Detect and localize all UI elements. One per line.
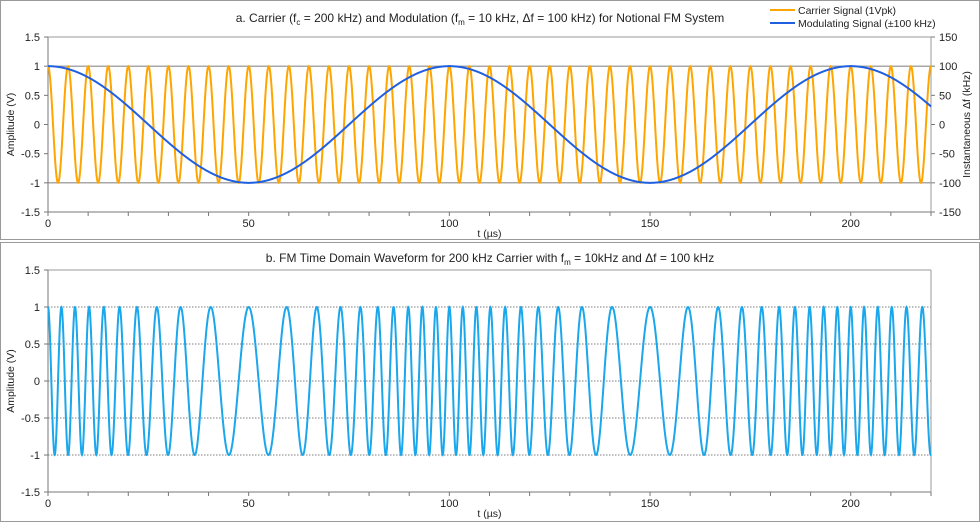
y2-tick-label: 50 bbox=[939, 90, 951, 102]
chart-title: a. Carrier (fc = 200 kHz) and Modulation… bbox=[236, 11, 725, 27]
panel-b-border bbox=[0, 242, 980, 522]
chart-title: b. FM Time Domain Waveform for 200 kHz C… bbox=[266, 251, 714, 267]
x-tick-label: 50 bbox=[243, 218, 255, 230]
y2-tick-label: 100 bbox=[939, 61, 957, 73]
y-tick-label: -0.5 bbox=[21, 149, 40, 161]
title-part: a. Carrier (f bbox=[236, 11, 297, 25]
legend-label: Carrier Signal (1Vpk) bbox=[798, 5, 896, 17]
x-tick-label: 100 bbox=[440, 498, 458, 510]
x-tick-label: 200 bbox=[842, 498, 860, 510]
x-tick-label: 150 bbox=[641, 218, 659, 230]
panel-a: a. Carrier (fc = 200 kHz) and Modulation… bbox=[5, 5, 973, 240]
y-tick-label: 1 bbox=[34, 61, 40, 73]
series-line-fm-waveform bbox=[47, 304, 932, 458]
title-subscript: c bbox=[296, 18, 300, 27]
title-part: = 200 kHz) and Modulation (f bbox=[300, 11, 458, 25]
x-tick-label: 0 bbox=[45, 498, 51, 510]
panel-a-border bbox=[0, 0, 980, 240]
series-line-modulating bbox=[48, 65, 932, 184]
x-tick-label: 150 bbox=[641, 498, 659, 510]
x-tick-label: 50 bbox=[243, 498, 255, 510]
y-tick-label: 0 bbox=[34, 120, 40, 132]
y-tick-label: 1 bbox=[34, 302, 40, 314]
y-tick-label: 0.5 bbox=[25, 90, 40, 102]
y2-tick-label: 150 bbox=[939, 32, 957, 44]
x-axis-label: t (µs) bbox=[477, 508, 501, 520]
y2-tick-label: -50 bbox=[939, 149, 955, 161]
y-tick-label: 0 bbox=[34, 376, 40, 388]
x-tick-label: 100 bbox=[440, 218, 458, 230]
series-line-carrier bbox=[47, 64, 932, 185]
title-part: = 10 kHz, Δf = 100 kHz) for Notional FM … bbox=[465, 11, 724, 25]
y-axis-label: Amplitude (V) bbox=[5, 93, 17, 157]
y-tick-label: -1 bbox=[30, 450, 40, 462]
title-subscript: m bbox=[458, 18, 465, 27]
y-tick-label: 1.5 bbox=[25, 32, 40, 44]
y2-tick-label: -150 bbox=[939, 207, 961, 219]
y-tick-label: 0.5 bbox=[25, 339, 40, 351]
y-tick-label: -1 bbox=[30, 178, 40, 190]
y-axis-label: Amplitude (V) bbox=[5, 349, 17, 413]
y-tick-label: 1.5 bbox=[25, 265, 40, 277]
title-subscript: m bbox=[564, 258, 571, 267]
panel-b: b. FM Time Domain Waveform for 200 kHz C… bbox=[5, 251, 932, 520]
y-tick-label: -1.5 bbox=[21, 487, 40, 499]
y2-axis-label: Instantaneous Δf (kHz) bbox=[961, 71, 973, 178]
y-tick-label: -0.5 bbox=[21, 413, 40, 425]
title-part: = 10kHz and Δf = 100 kHz bbox=[571, 251, 714, 265]
x-tick-label: 200 bbox=[842, 218, 860, 230]
y-tick-label: -1.5 bbox=[21, 207, 40, 219]
title-part: b. FM Time Domain Waveform for 200 kHz C… bbox=[266, 251, 565, 265]
y2-tick-label: 0 bbox=[939, 120, 945, 132]
legend-label: Modulating Signal (±100 kHz) bbox=[798, 18, 936, 30]
x-tick-label: 0 bbox=[45, 218, 51, 230]
y2-tick-label: -100 bbox=[939, 178, 961, 190]
x-axis-label: t (µs) bbox=[477, 228, 501, 240]
